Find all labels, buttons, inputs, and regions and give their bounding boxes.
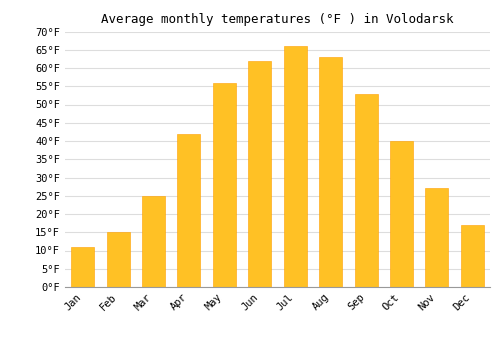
Bar [142,196,165,287]
Bar [284,46,306,287]
Bar [426,188,448,287]
Bar [461,225,484,287]
Bar [106,232,130,287]
Bar [248,61,272,287]
Bar [178,134,201,287]
Bar [213,83,236,287]
Bar [71,247,94,287]
Bar [390,141,413,287]
Bar [354,93,378,287]
Title: Average monthly temperatures (°F ) in Volodarsk: Average monthly temperatures (°F ) in Vo… [101,13,454,26]
Bar [319,57,342,287]
